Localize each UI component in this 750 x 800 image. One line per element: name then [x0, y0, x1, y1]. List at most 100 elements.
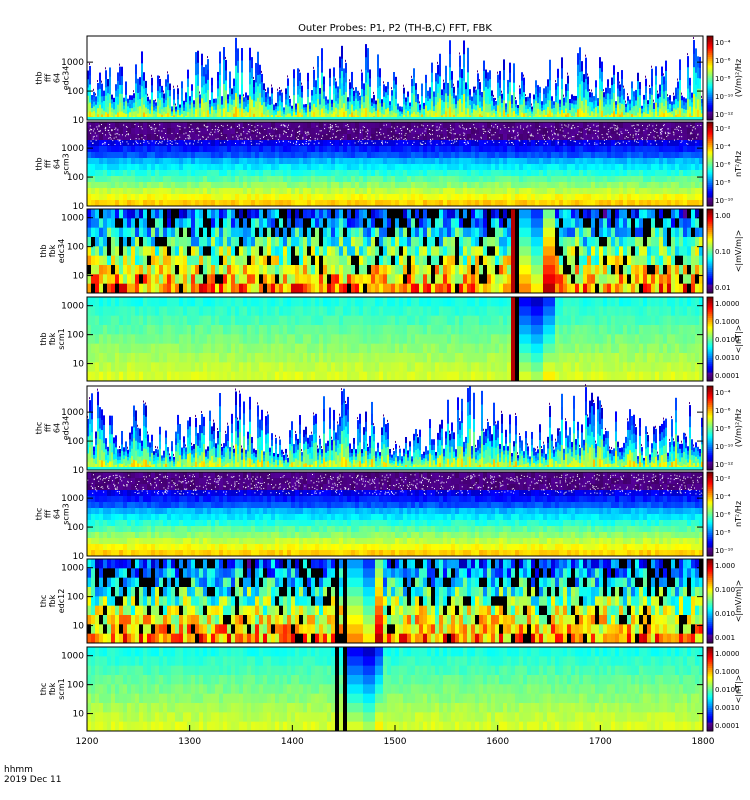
colorbar-tick-label: 10⁻¹⁰ [715, 547, 733, 555]
y-axis-label: 64 [53, 423, 62, 433]
y-axis-label: thb [39, 332, 48, 345]
y-tick-label: 10 [73, 622, 85, 632]
colorbar-tick-label: 10⁻¹⁰ [715, 443, 733, 451]
y-axis-label: scm1 [57, 328, 66, 349]
colorbar-tick-label: 10⁻⁴ [715, 389, 731, 397]
x-tick-label: 1800 [692, 737, 715, 747]
y-axis-label: edc12 [57, 589, 66, 614]
y-tick-label: 10 [73, 116, 85, 126]
colorbar-tick-label: 10⁻⁴ [715, 39, 731, 47]
colorbar: 1.000 0.100 0.010 0.001 <|mV/m|> [706, 558, 743, 644]
colorbar: 1.00 0.10 0.01 <|mV/m|> [706, 208, 743, 294]
colorbar-tick-label: 10⁻⁶ [715, 511, 731, 519]
spectrogram-cells [87, 122, 703, 207]
y-axis-label: fbk [48, 244, 57, 257]
colorbar-tick-label: 10⁻¹² [715, 111, 733, 119]
colorbar-label: (V/m)²/Hz [734, 59, 743, 97]
y-tick-label: 10 [73, 202, 85, 212]
colorbar-tick-label: 1.0000 [715, 300, 740, 308]
y-axis-label: fbk [48, 682, 57, 695]
spectrogram-cells [87, 297, 703, 382]
y-axis-label: 64 [53, 509, 62, 519]
colorbar-tick-label: 10⁻⁸ [715, 75, 731, 83]
panel-frame [86, 558, 704, 644]
spectrogram-cells [87, 209, 703, 294]
colorbar-tick-label: 10⁻² [715, 475, 731, 483]
x-tick-label: 1700 [589, 737, 612, 747]
colorbar-tick-label: 1.00 [715, 212, 731, 220]
colorbar-tick-label: 0.100 [715, 586, 735, 594]
y-tick-label: 1000 [61, 564, 84, 574]
y-axis-label: scm1 [57, 678, 66, 699]
panel-thc-fbk-e: 1000 100 10 thc fbk edc12 1.000 0.100 0.010 0.001… [39, 558, 743, 644]
spectrogram-cells [87, 384, 703, 471]
y-axis-label: edc34 [57, 239, 66, 264]
y-tick-label: 10 [73, 360, 85, 370]
time-label-date: 2019 Dec 11 [4, 775, 62, 785]
y-tick-label: 100 [67, 681, 84, 691]
y-tick-label: 1000 [61, 214, 84, 224]
colorbar-tick-label: 10⁻⁸ [715, 425, 731, 433]
colorbar-tick-label: 1.0000 [715, 650, 740, 658]
y-tick-label: 1000 [61, 58, 84, 68]
panel-frame [86, 35, 704, 121]
y-axis-label: thc [39, 683, 48, 696]
colorbar-tick-label: 10⁻¹⁰ [715, 93, 733, 101]
colorbar-tick-label: 0.0100 [715, 686, 740, 694]
y-tick-label: 100 [67, 87, 84, 97]
colorbar-label: <|nT|> [734, 675, 743, 704]
y-tick-label: 100 [67, 437, 84, 447]
colorbar-tick-label: 0.010 [715, 610, 735, 618]
colorbar: 1.0000 0.1000 0.0100 0.0010 0.0001 <|nT|> [706, 296, 743, 382]
colorbar-tick-label: 10⁻² [715, 125, 731, 133]
colorbar-tick-label: 0.0100 [715, 336, 740, 344]
y-tick-label: 1000 [61, 144, 84, 154]
y-axis-label: scm3 [62, 153, 71, 174]
y-axis-label: thb [39, 244, 48, 257]
figure-title: Outer Probes: P1, P2 (TH-B,C) FFT, FBK [298, 23, 492, 34]
y-tick-label: 1000 [61, 408, 84, 418]
colorbar-label: <|mV/m|> [734, 230, 743, 273]
y-axis-label: thc [39, 595, 48, 608]
colorbar-tick-label: 10⁻⁶ [715, 407, 731, 415]
colorbar: 10⁻² 10⁻⁴ 10⁻⁶ 10⁻⁸ 10⁻¹⁰ nT²/Hz [706, 121, 743, 207]
y-axis-label: 64 [53, 73, 62, 83]
y-axis-label: fff [44, 510, 53, 519]
y-axis-label: thb [35, 71, 44, 84]
colorbar-tick-label: 10⁻¹² [715, 461, 733, 469]
colorbar-tick-label: 10⁻⁴ [715, 493, 731, 501]
colorbar-tick-label: 0.001 [715, 634, 735, 642]
y-axis-label: fff [44, 160, 53, 169]
time-label-hhmm: hhmm [4, 765, 33, 775]
panel-thc-fbk-b: 1000 100 10 thc fbk scm1 1.0000 0.1000 0.0100 0.0… [39, 646, 743, 732]
colorbar: 10⁻² 10⁻⁴ 10⁻⁶ 10⁻⁸ 10⁻¹⁰ nT²/Hz [706, 471, 743, 557]
spectrogram-cells [87, 472, 704, 557]
colorbar-tick-label: 10⁻⁶ [715, 57, 731, 65]
y-tick-label: 100 [67, 173, 84, 183]
x-tick-label: 1300 [178, 737, 201, 747]
y-tick-label: 100 [67, 593, 84, 603]
y-tick-label: 10 [73, 466, 85, 476]
y-axis-label: thb [35, 157, 44, 170]
spectrogram-cells [87, 647, 703, 732]
colorbar: 10⁻⁴ 10⁻⁶ 10⁻⁸ 10⁻¹⁰ 10⁻¹² (V/m)²/Hz [706, 385, 743, 471]
y-tick-label: 10 [73, 710, 85, 720]
colorbar-label: <|mV/m|> [734, 580, 743, 623]
y-axis-label: edc34 [62, 66, 71, 91]
colorbar-tick-label: 0.0010 [715, 704, 740, 712]
colorbar-tick-label: 10⁻⁴ [715, 143, 731, 151]
spectrogram-cells [87, 559, 703, 644]
y-tick-label: 100 [67, 523, 84, 533]
panel-frame [86, 121, 704, 207]
colorbar-label: (V/m)²/Hz [734, 409, 743, 447]
y-axis-label: fbk [48, 594, 57, 607]
y-axis-label: thc [35, 508, 44, 521]
y-tick-label: 100 [67, 243, 84, 253]
y-tick-label: 1000 [61, 494, 84, 504]
colorbar-tick-label: 0.0010 [715, 354, 740, 362]
